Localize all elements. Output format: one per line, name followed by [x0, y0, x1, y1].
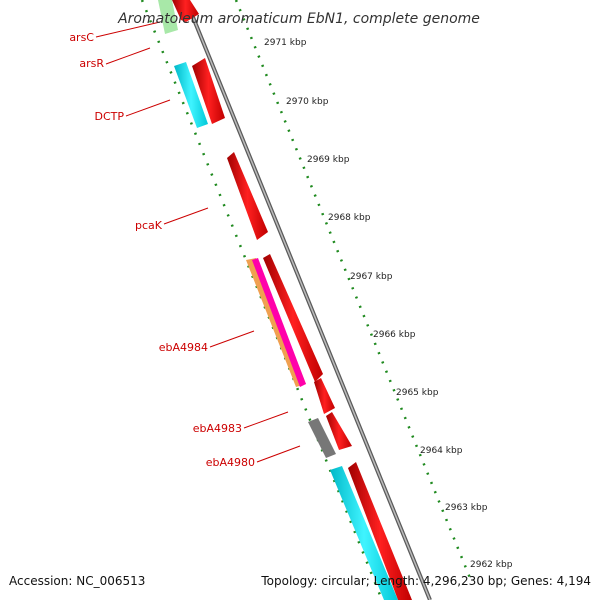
gene-label-pcaK[interactable]: pcaK — [135, 219, 163, 232]
feature-ebA4980[interactable] — [326, 412, 352, 450]
scale-label: 2971 kbp — [264, 38, 307, 48]
gene-label-arsC[interactable]: arsC — [69, 31, 94, 44]
feature-arsC-top[interactable] — [172, 0, 199, 22]
feature-cyan-bottom[interactable] — [330, 466, 398, 600]
gene-label-DCTP[interactable]: DCTP — [94, 110, 124, 123]
scale-labels: 2971 kbp 2970 kbp 2969 kbp 2968 kbp 2967… — [264, 38, 513, 570]
scale-label: 2964 kbp — [420, 446, 463, 456]
topology-label: Topology: circular; Length: 4,296,230 bp… — [261, 574, 591, 588]
feature-ebA4983[interactable] — [314, 378, 335, 414]
feature-arsR[interactable] — [192, 58, 225, 124]
gene-label-ebA4984[interactable]: ebA4984 — [159, 341, 208, 354]
scale-label: 2970 kbp — [286, 97, 329, 107]
feature-gray[interactable] — [308, 418, 336, 458]
feature-green-top[interactable] — [158, 0, 178, 34]
scale-label: 2969 kbp — [307, 155, 350, 165]
scale-label: 2963 kbp — [445, 503, 488, 513]
accession-label: Accession: NC_006513 — [9, 574, 146, 588]
scale-label: 2965 kbp — [396, 388, 439, 398]
scale-label: 2966 kbp — [373, 330, 416, 340]
gene-label-ebA4980[interactable]: ebA4980 — [206, 456, 255, 469]
gene-features — [158, 0, 412, 600]
feature-pcaK[interactable] — [227, 152, 268, 240]
map-title: Aromatoleum aromaticum EbN1, complete ge… — [117, 11, 480, 27]
genome-backbone — [184, 0, 432, 600]
gene-label-arsR[interactable]: arsR — [79, 57, 104, 70]
gene-labels: arsC arsR DCTP pcaK ebA4984 ebA4983 ebA4… — [69, 21, 301, 469]
scale-label: 2962 kbp — [470, 560, 513, 570]
gene-label-ebA4983[interactable]: ebA4983 — [193, 422, 242, 435]
scale-label: 2968 kbp — [328, 213, 371, 223]
feature-ebA4984-a[interactable] — [263, 254, 323, 382]
feature-ebA4984-c[interactable] — [252, 258, 306, 387]
feature-red-bottom[interactable] — [348, 462, 412, 600]
scale-label: 2967 kbp — [350, 272, 393, 282]
feature-DCTP[interactable] — [174, 62, 208, 128]
scale-dotted-line — [234, 0, 472, 579]
